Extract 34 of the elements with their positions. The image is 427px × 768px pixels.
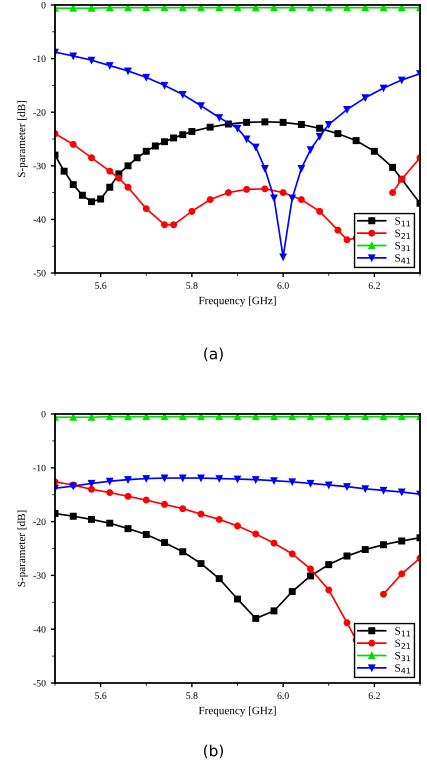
legend-label: S$_{31}$ [395,242,410,252]
x-tick-label: 5.8 [186,282,198,289]
y-tick-label: -10 [33,464,46,472]
x-axis-title: Frequency [GHz] [198,296,276,307]
y-tick-label: -50 [33,270,46,276]
legend-label: S$_{31}$ [395,652,410,662]
text: (a) [204,348,223,362]
y-tick-label: -50 [33,680,46,686]
y-tick-label: -10 [33,56,46,62]
x-tick-label: 5.6 [95,692,106,699]
legend-label: S$_{21}$ [395,230,410,239]
legend-label: S$_{21}$ [395,640,410,649]
y-tick-label: -40 [33,216,46,223]
y-axis-title: S-parameter [dB] [17,510,28,586]
x-tick-label: 5.8 [186,692,198,699]
x-tick-label: 6.2 [368,692,380,699]
y-tick-label: -20 [33,109,46,116]
text: (b) [204,744,223,758]
legend-label: S$_{41}$ [395,664,410,674]
y-tick-label: -20 [33,518,46,526]
legend-label: S$_{11}$ [395,217,410,226]
y-tick-label: 0 [41,2,46,8]
x-tick-label: 6.0 [277,692,289,699]
y-tick-label: -40 [33,626,46,633]
y-axis-title: S-parameter [dB] [17,101,28,177]
legend-label: S$_{11}$ [395,627,410,636]
x-tick-label: 5.6 [95,282,106,289]
x-tick-label: 6.0 [277,282,289,289]
x-tick-label: 6.2 [368,282,380,289]
y-tick-label: -30 [33,572,46,579]
legend-label: S$_{41}$ [395,254,410,264]
x-axis-title: Frequency [GHz] [198,706,276,717]
y-tick-label: -30 [33,162,46,170]
y-tick-label: 0 [41,410,46,418]
